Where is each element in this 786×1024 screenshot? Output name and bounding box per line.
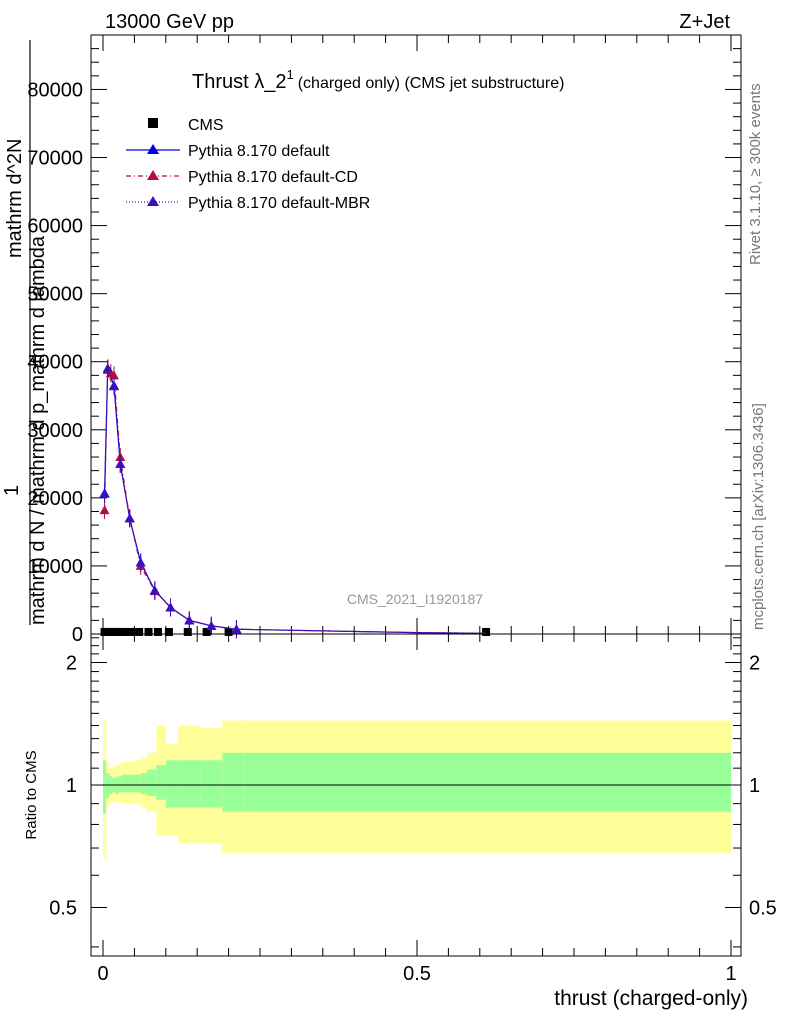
ratio-green-band (103, 760, 107, 814)
y-tick-label: 10000 (27, 556, 83, 578)
ratio-green-band (128, 774, 135, 793)
y-tick-label: 0 (72, 624, 83, 646)
ratio-y-tick-label: 0.5 (49, 897, 77, 919)
ratio-green-band (200, 760, 223, 808)
ratio-y-tick-label: 1 (66, 775, 77, 797)
cms-data-point (135, 627, 144, 636)
ratio-y-tick-label-right: 1 (749, 775, 760, 797)
y-label-denominator: mathrm d N / mathrm d p_mathrm d lambda (27, 235, 49, 625)
y-tick-label: 80000 (27, 79, 83, 101)
ratio-green-band (140, 773, 147, 795)
y-tick-label: 30000 (27, 420, 83, 442)
y-axis-label: mathrm d^2N mathrm d N / mathrm d p_math… (1, 40, 49, 625)
cms-data-point (144, 627, 153, 636)
legend-marker (147, 144, 159, 154)
legend-marker (147, 170, 159, 180)
y-tick-label: 20000 (27, 488, 83, 510)
legend-label: CMS (188, 117, 224, 134)
x-tick-label: 1 (725, 963, 736, 985)
cms-data-point (120, 627, 129, 636)
legend-label: Pythia 8.170 default-CD (188, 169, 358, 186)
y-label-numerator: mathrm d^2N (4, 139, 26, 258)
ratio-green-band (134, 774, 141, 793)
legend-marker (147, 196, 159, 206)
cms-data-point (224, 627, 233, 636)
ratio-green-band (156, 764, 166, 800)
ratio-y-tick-label-right: 2 (749, 653, 760, 675)
ratio-green-band (146, 769, 157, 796)
y-tick-label: 40000 (27, 352, 83, 374)
ratio-y-tick-label-right: 0.5 (749, 897, 777, 919)
x-axis-label: thrust (charged-only) (554, 987, 748, 1010)
legend-label: Pythia 8.170 default (188, 143, 330, 160)
plot-title: Thrust λ_21(charged only) (CMS jet subst… (192, 67, 564, 93)
y-tick-label: 50000 (27, 284, 83, 306)
ratio-green-band (165, 760, 179, 808)
cms-data-point (164, 627, 173, 636)
legend: CMS Pythia 8.170 default Pythia 8.170 defa… (126, 117, 370, 212)
x-tick-label: 0 (97, 963, 108, 985)
ratio-y-label: Ratio to CMS (23, 750, 40, 839)
rivet-version-text: Rivet 3.1.10, ≥ 300k events (747, 83, 764, 265)
cms-data-point (482, 627, 491, 636)
ratio-green-band (118, 776, 122, 793)
y-tick-label: 70000 (27, 148, 83, 170)
ratio-frame (90, 633, 742, 957)
x-tick-label: 0.5 (403, 963, 431, 985)
legend-label: Pythia 8.170 default-MBR (188, 195, 370, 212)
header-right: Z+Jet (679, 11, 730, 33)
ratio-green-band (121, 774, 129, 793)
ratio-green-band (244, 752, 732, 812)
ratio-green-band (178, 760, 201, 808)
y-tick-label: 60000 (27, 216, 83, 238)
header-left: 13000 GeV pp (105, 11, 234, 33)
ratio-y-tick-label: 2 (66, 653, 77, 675)
main-panel: 0 10000 20000 30000 40000 50000 60000 70000 8000… (27, 34, 742, 646)
ratio-panel: 0.5 0.5 1 1 2 2 0 0.5 1 Ratio to CMS thrust (ch… (23, 633, 777, 1010)
ratio-green-band (222, 752, 245, 812)
cms-data-point (153, 627, 162, 636)
y-label-prefix: 1 (1, 485, 23, 496)
analysis-watermark: CMS_2021_I1920187 (347, 591, 483, 607)
cms-data-point (127, 627, 136, 636)
cms-data-point (202, 627, 211, 636)
cms-data-point (116, 627, 125, 636)
mcplots-source-text: mcplots.cern.ch [arXiv:1306.3436] (750, 403, 767, 630)
legend-marker (148, 118, 158, 128)
cms-data-point (183, 627, 192, 636)
